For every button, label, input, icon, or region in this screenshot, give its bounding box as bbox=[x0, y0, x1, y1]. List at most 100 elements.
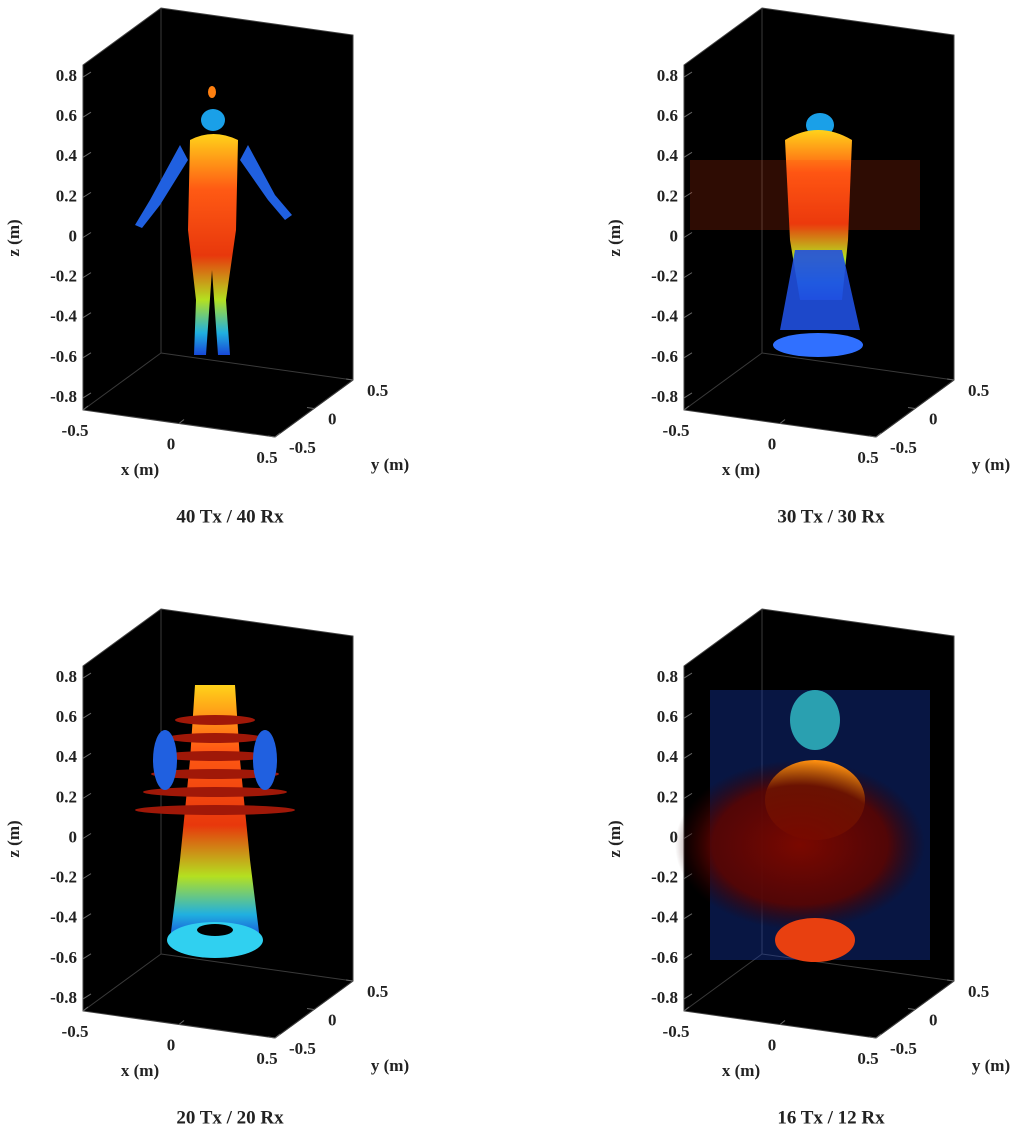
x-tick bbox=[683, 1006, 690, 1012]
x-tick-label: 0.5 bbox=[256, 448, 277, 467]
z-tick-label: -0.6 bbox=[50, 948, 77, 967]
x-tick bbox=[875, 1033, 882, 1039]
box-edge bbox=[82, 352, 162, 411]
z-tick-label: 0.8 bbox=[56, 66, 77, 85]
y-axis-label: y (m) bbox=[972, 1056, 1010, 1075]
z-tick-label: 0.2 bbox=[657, 787, 678, 806]
z-tick bbox=[683, 672, 693, 679]
y-tick-label: -0.5 bbox=[890, 438, 917, 457]
box-edge bbox=[160, 953, 354, 982]
z-tick-label: -0.2 bbox=[50, 868, 77, 887]
z-tick-label: 0 bbox=[69, 827, 78, 846]
y-tick-label: 0 bbox=[328, 409, 337, 428]
z-tick-label: -0.2 bbox=[651, 868, 678, 887]
x-tick bbox=[178, 419, 185, 424]
z-tick-label: 0.2 bbox=[56, 787, 77, 806]
z-tick bbox=[82, 712, 92, 719]
z-tick-label: -0.4 bbox=[651, 908, 678, 927]
x-tick bbox=[178, 1020, 185, 1025]
x-tick bbox=[274, 432, 281, 438]
x-tick bbox=[683, 405, 690, 411]
z-tick-label: -0.6 bbox=[50, 347, 77, 366]
z-tick bbox=[683, 111, 693, 118]
decor bbox=[780, 250, 860, 330]
box-edge bbox=[683, 352, 763, 411]
box-edge bbox=[82, 953, 162, 1012]
y-tick-label: 0.5 bbox=[968, 982, 989, 1001]
decor bbox=[167, 922, 263, 958]
z-tick bbox=[82, 272, 92, 279]
decor bbox=[167, 733, 263, 743]
decor bbox=[790, 690, 840, 750]
decor bbox=[151, 769, 279, 779]
z-axis-label: z (m) bbox=[4, 219, 23, 256]
y-tick bbox=[306, 407, 315, 409]
y-tick bbox=[946, 378, 955, 381]
z-tick-label: 0.6 bbox=[56, 106, 77, 125]
z-tick bbox=[683, 232, 693, 238]
y-tick bbox=[868, 1036, 877, 1039]
z-tick bbox=[82, 953, 92, 960]
y-tick-label: 0.5 bbox=[367, 381, 388, 400]
y-tick bbox=[306, 1008, 315, 1010]
decor bbox=[153, 730, 177, 790]
x-tick bbox=[875, 432, 882, 438]
z-tick bbox=[82, 312, 92, 319]
z-tick-label: -0.4 bbox=[50, 307, 77, 326]
decor bbox=[143, 787, 287, 797]
y-tick bbox=[267, 435, 276, 438]
y-tick bbox=[345, 979, 354, 982]
z-tick bbox=[82, 752, 92, 759]
x-tick-label: -0.5 bbox=[62, 1022, 89, 1041]
y-tick-label: 0 bbox=[929, 1010, 938, 1029]
y-tick bbox=[267, 1036, 276, 1039]
y-tick-label: -0.5 bbox=[890, 1039, 917, 1058]
z-tick-label: -0.6 bbox=[651, 347, 678, 366]
panel-caption: 30 Tx / 30 Rx bbox=[777, 506, 885, 527]
decor bbox=[197, 924, 233, 936]
z-tick bbox=[82, 993, 92, 1000]
x-tick-label: 0 bbox=[167, 1035, 176, 1054]
z-tick-label: -0.2 bbox=[50, 267, 77, 286]
z-tick-label: -0.2 bbox=[651, 267, 678, 286]
decor bbox=[135, 805, 295, 815]
z-tick-label: -0.6 bbox=[651, 948, 678, 967]
z-tick-label: -0.8 bbox=[651, 387, 678, 406]
y-tick bbox=[345, 378, 354, 381]
x-tick-label: -0.5 bbox=[663, 421, 690, 440]
z-tick-label: 0 bbox=[670, 226, 679, 245]
z-tick-label: -0.4 bbox=[50, 908, 77, 927]
z-tick bbox=[683, 352, 693, 359]
z-tick-label: 0.8 bbox=[657, 667, 678, 686]
z-tick-label: 0.2 bbox=[657, 186, 678, 205]
y-axis-label: y (m) bbox=[371, 1056, 409, 1075]
decor bbox=[240, 145, 292, 220]
z-tick-label: 0.8 bbox=[56, 667, 77, 686]
x-tick bbox=[274, 1033, 281, 1039]
x-tick bbox=[779, 1020, 786, 1025]
y-axis-label: y (m) bbox=[972, 455, 1010, 474]
x-tick-label: 0 bbox=[768, 434, 777, 453]
z-tick bbox=[82, 913, 92, 920]
z-tick-label: 0.4 bbox=[657, 146, 679, 165]
z-tick-label: 0 bbox=[670, 827, 679, 846]
y-tick bbox=[907, 1008, 916, 1010]
z-tick bbox=[82, 873, 92, 880]
z-tick-label: 0.4 bbox=[56, 747, 78, 766]
z-tick-label: 0.6 bbox=[657, 707, 678, 726]
x-tick-label: 0.5 bbox=[256, 1049, 277, 1068]
y-tick-label: -0.5 bbox=[289, 1039, 316, 1058]
z-tick-label: 0 bbox=[69, 226, 78, 245]
y-axis-label: y (m) bbox=[371, 455, 409, 474]
z-tick bbox=[82, 392, 92, 399]
z-tick bbox=[683, 71, 693, 78]
x-tick-label: 0.5 bbox=[857, 448, 878, 467]
panel-caption: 40 Tx / 40 Rx bbox=[176, 506, 284, 527]
z-tick bbox=[82, 71, 92, 78]
z-tick bbox=[82, 111, 92, 118]
decor bbox=[208, 86, 216, 98]
decor bbox=[773, 333, 863, 357]
x-tick-label: 0 bbox=[768, 1035, 777, 1054]
z-tick bbox=[683, 712, 693, 719]
decor bbox=[201, 109, 225, 131]
